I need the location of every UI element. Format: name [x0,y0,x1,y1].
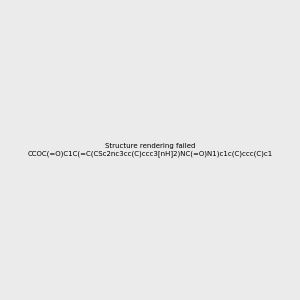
Text: Structure rendering failed
CCOC(=O)C1C(=C(CSc2nc3cc(C)ccc3[nH]2)NC(=O)N1)c1c(C)c: Structure rendering failed CCOC(=O)C1C(=… [27,143,273,157]
